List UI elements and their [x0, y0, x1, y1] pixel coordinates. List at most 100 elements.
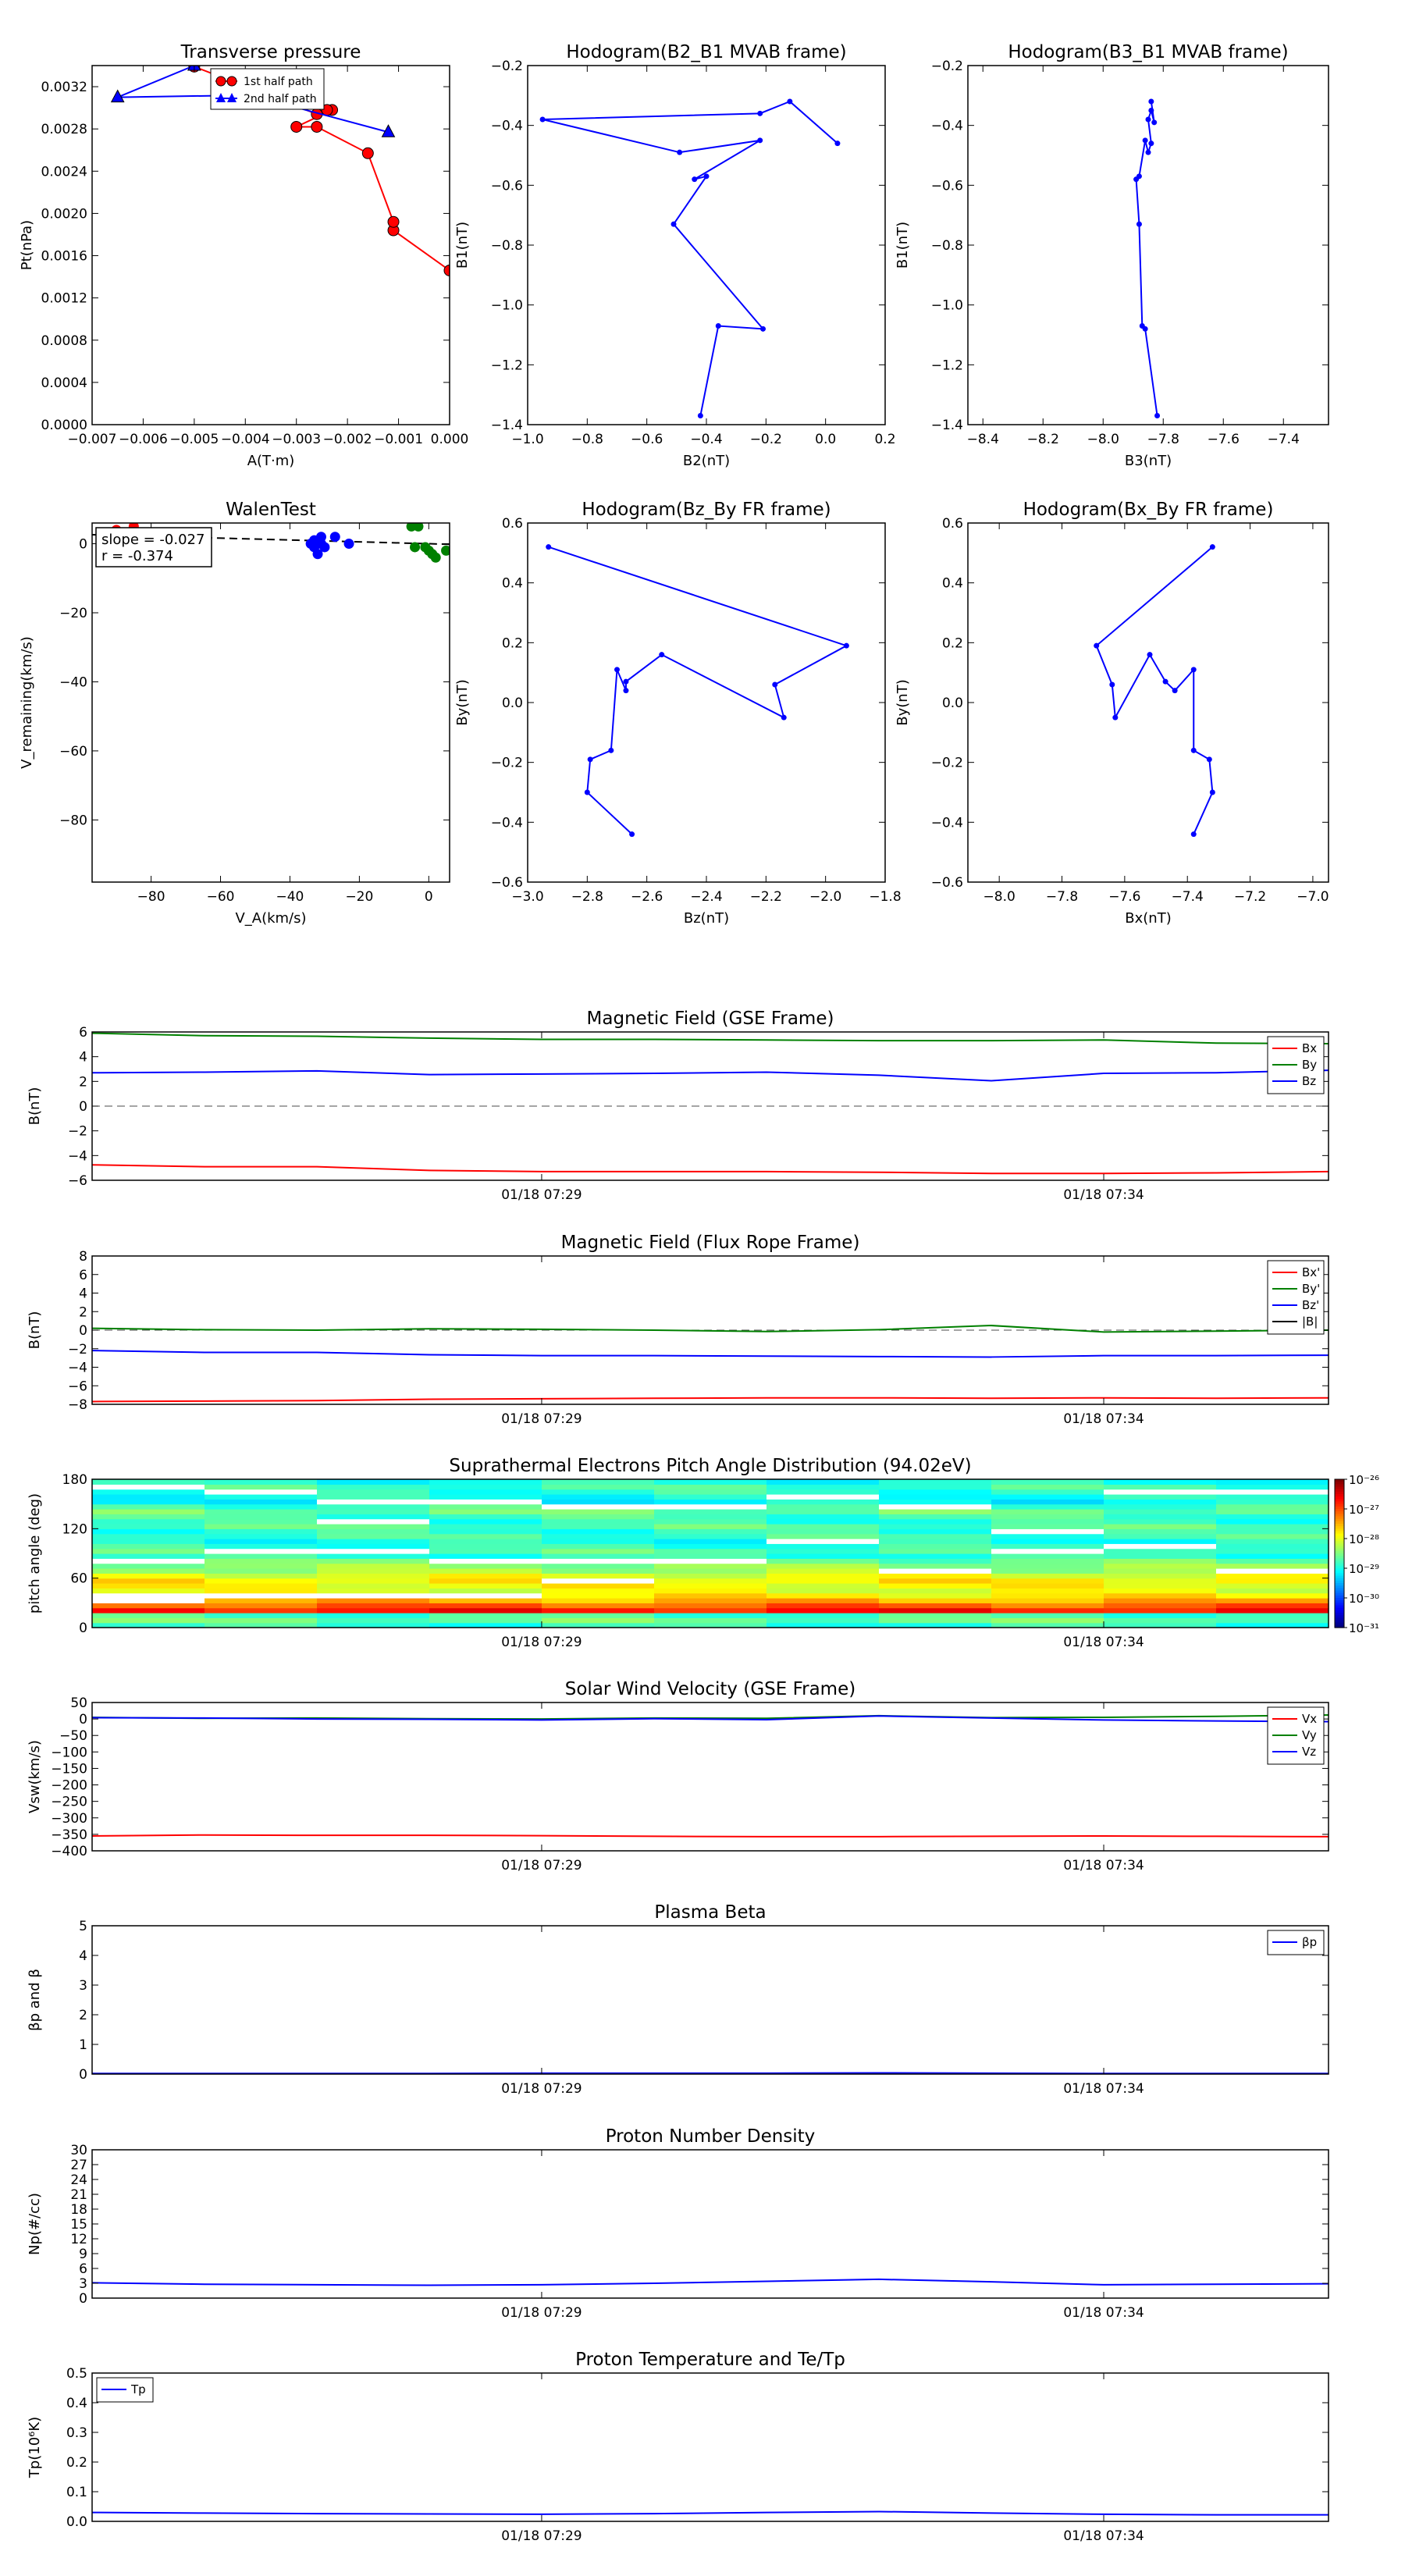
pad-cell	[767, 1514, 880, 1520]
pad-cell	[1216, 1573, 1329, 1579]
pad-cell	[879, 1592, 992, 1599]
h21-point	[757, 137, 763, 144]
pad-colorbar-step	[1335, 1624, 1344, 1628]
hxy-xtick-label: −7.8	[1046, 889, 1078, 905]
pad-cell	[654, 1583, 767, 1589]
pad-cell	[92, 1479, 205, 1485]
pad-cell	[1104, 1598, 1217, 1603]
pad-cell	[429, 1603, 542, 1609]
pad-cell	[542, 1553, 655, 1559]
walen-ytick-label: 0	[79, 537, 87, 553]
tp_temp-series-line-0	[91, 2510, 1329, 2516]
pad-colorbar: 10⁻²⁶ 10⁻²⁷ 10⁻²⁸ 10⁻²⁹ 10⁻³⁰ 10⁻³¹	[1334, 1473, 1379, 1635]
tp-xtick-label: −0.006	[119, 432, 168, 447]
pad-cell	[317, 1494, 430, 1500]
mag_gse-title: Magnetic Field (GSE Frame)	[587, 1009, 834, 1029]
vsw-ytick-label: −350	[51, 1827, 87, 1843]
beta-ytick-label: 1	[79, 2037, 87, 2053]
hxy-xtick-label: −7.0	[1297, 889, 1329, 905]
pad-cell	[654, 1509, 767, 1514]
walen-point	[441, 545, 450, 556]
np-ylabel: Np(#/cc)	[27, 2193, 43, 2255]
pad-cell	[205, 1503, 318, 1510]
h21-title: Hodogram(B2_B1 MVAB frame)	[566, 42, 846, 62]
pad-cell	[317, 1484, 430, 1490]
pad-cell	[991, 1617, 1104, 1624]
pad-cell	[991, 1528, 1104, 1535]
pad-cell	[92, 1494, 205, 1500]
pad-cell	[1216, 1509, 1329, 1514]
pad-ytick-label: 60	[70, 1571, 87, 1587]
mag_fr-ytick-label: −8	[68, 1397, 87, 1413]
pad-cell	[767, 1533, 880, 1539]
pad-cell	[542, 1558, 655, 1564]
pad-cell	[1216, 1568, 1329, 1574]
h21-point	[787, 98, 793, 105]
pad-colorbar-step	[1335, 1482, 1344, 1485]
pad-cell	[429, 1578, 542, 1584]
pad-cell	[767, 1568, 880, 1574]
pad-colorbar-step	[1335, 1560, 1344, 1564]
h31-xlabel: B3(nT)	[1125, 453, 1172, 469]
pad-cell	[879, 1607, 992, 1614]
pad-cell	[542, 1622, 655, 1628]
pad-cell	[1104, 1543, 1217, 1550]
pad-colorbar-step	[1335, 1509, 1344, 1512]
pad-cell	[542, 1509, 655, 1514]
pad-cell	[654, 1598, 767, 1603]
pad-cell	[317, 1518, 430, 1525]
mag_gse-series-line-1	[91, 1032, 1329, 1045]
pad-cell	[542, 1568, 655, 1574]
pad-cell	[879, 1514, 992, 1520]
pad-cell	[429, 1622, 542, 1628]
pad-colorbar-step	[1335, 1556, 1344, 1559]
pad-cell	[767, 1499, 880, 1505]
tp-ytick-label: 0.0004	[41, 375, 87, 391]
pad-cell	[991, 1524, 1104, 1529]
pad-cell	[542, 1603, 655, 1609]
pad-cell	[879, 1484, 992, 1490]
pad-cell	[654, 1503, 767, 1510]
pad-cell	[879, 1533, 992, 1539]
pad-cell	[879, 1479, 992, 1485]
pad-cell	[654, 1617, 767, 1624]
vsw-series-line-2	[91, 1715, 1329, 1723]
h31-series-line-0	[1135, 101, 1158, 416]
h21-point	[677, 149, 683, 155]
walen-point	[430, 552, 441, 563]
pad-cell	[429, 1514, 542, 1520]
hxy-ytick-label: −0.2	[931, 756, 963, 771]
pad-cell	[991, 1588, 1104, 1594]
pad-cell	[92, 1539, 205, 1544]
mag_fr-ylabel: B(nT)	[27, 1311, 43, 1350]
pad-cell	[1216, 1528, 1329, 1535]
pad-colorbar-step	[1335, 1563, 1344, 1567]
h31-xtick-label: −8.0	[1087, 432, 1119, 447]
pad-cell	[1216, 1583, 1329, 1589]
pad-colorbar-step	[1335, 1550, 1344, 1554]
mag_gse-ytick-label: 2	[79, 1074, 87, 1090]
h31-data	[1133, 98, 1161, 418]
pad-xtick-label: 01/18 07:34	[1063, 1635, 1144, 1650]
pad-cell	[542, 1484, 655, 1490]
pad-cell	[991, 1533, 1104, 1539]
h21-ylabel: B1(nT)	[454, 222, 471, 269]
pad-colorbar-step	[1335, 1526, 1344, 1529]
pad-cell	[1104, 1617, 1217, 1624]
vsw-ytick-label: −150	[51, 1761, 87, 1777]
pad-colorbar-step	[1335, 1607, 1344, 1611]
pad-colorbar-step	[1335, 1617, 1344, 1621]
np-xtick-label: 01/18 07:29	[501, 2305, 582, 2321]
pad-cell	[205, 1553, 318, 1559]
walen-point	[309, 542, 320, 553]
walen-xtick-label: 0	[425, 889, 433, 905]
hzy-series-line-0	[548, 546, 848, 835]
mag_fr-panel: Magnetic Field (Flux Rope Frame) −8 −6 −4 −2…	[27, 1233, 1329, 1427]
walen-point	[413, 523, 424, 532]
pad-ytick-label: 180	[62, 1472, 87, 1488]
pad-cell	[92, 1598, 205, 1603]
h21-xtick-label: −0.4	[690, 432, 722, 447]
pad-colorbar-label: 10⁻²⁷	[1349, 1503, 1379, 1517]
tp_temp-ytick-label: 0.0	[66, 2514, 87, 2530]
pad-cell	[767, 1592, 880, 1599]
